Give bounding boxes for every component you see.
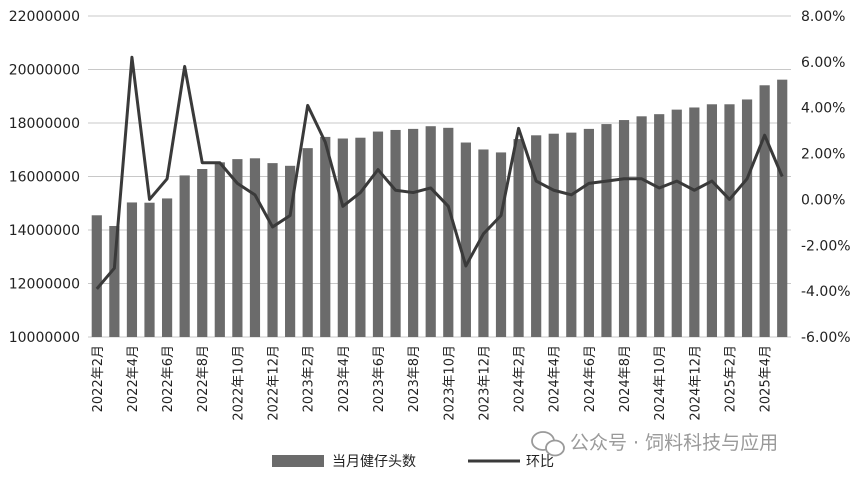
y-right-tick-label: 8.00% — [801, 9, 845, 25]
bar — [390, 129, 401, 337]
bar — [671, 109, 682, 337]
y-right-tick-label: -2.00% — [801, 238, 851, 254]
x-tick-label: 2023年2月 — [302, 345, 317, 412]
bar — [460, 142, 471, 337]
y-left-tick-label: 16000000 — [9, 170, 80, 186]
wechat-icon — [531, 431, 565, 457]
x-tick-label: 2024年4月 — [548, 345, 563, 412]
bar — [566, 132, 577, 337]
watermark-text: 公众号 · 饲料科技与应用 — [570, 432, 778, 454]
y-left-tick-label: 20000000 — [9, 63, 80, 79]
x-tick-label: 2022年12月 — [267, 345, 282, 421]
y-axis-left: 10000000 12000000 14000000 16000000 18000000… — [9, 9, 80, 346]
legend-swatch-bar — [272, 455, 324, 467]
x-tick-label: 2022年6月 — [161, 345, 176, 412]
x-tick-label: 2022年4月 — [126, 345, 141, 412]
bar — [109, 225, 120, 337]
bar — [355, 137, 366, 337]
bar — [531, 135, 542, 337]
bar — [302, 148, 313, 337]
legend-label-line: 环比 — [526, 454, 554, 470]
y-right-tick-label: -6.00% — [801, 330, 851, 346]
y-right-tick-label: 4.00% — [801, 101, 845, 117]
y-axis-right: -6.00% -4.00% -2.00% 0.00% 2.00% 4.00% 6.00% 8.… — [801, 9, 851, 346]
x-tick-label: 2022年10月 — [231, 345, 246, 421]
bar — [320, 136, 331, 337]
x-tick-label: 2024年2月 — [513, 345, 528, 412]
x-tick-label: 2024年6月 — [583, 345, 598, 412]
bar — [478, 149, 489, 337]
bar — [161, 198, 173, 337]
bar — [232, 159, 243, 337]
bar — [443, 127, 454, 337]
bar — [636, 116, 647, 337]
bar — [654, 114, 665, 337]
x-axis: 2022年2月 2022年4月 2022年6月 2022年8月 2022年10月 2022… — [91, 345, 774, 421]
bar — [179, 175, 190, 337]
gridlines — [88, 15, 791, 338]
bar — [267, 163, 278, 337]
bar — [759, 85, 770, 337]
bar — [741, 99, 753, 338]
bar — [706, 104, 718, 338]
x-tick-label: 2025年2月 — [723, 345, 738, 412]
bar — [689, 107, 700, 337]
bar — [513, 139, 524, 337]
bar — [126, 202, 138, 337]
bar — [197, 169, 208, 337]
x-tick-label: 2024年8月 — [618, 345, 633, 412]
bar — [601, 124, 612, 337]
x-tick-label: 2025年4月 — [759, 345, 774, 412]
legend-label-bar: 当月健仔头数 — [332, 454, 416, 470]
y-right-tick-label: 6.00% — [801, 55, 845, 71]
y-right-tick-label: 0.00% — [801, 192, 845, 208]
x-tick-label: 2024年10月 — [653, 345, 668, 421]
bar — [583, 128, 594, 337]
bar — [495, 152, 507, 337]
legend: 当月健仔头数 环比 — [272, 454, 554, 470]
watermark: 公众号 · 饲料科技与应用 — [531, 431, 778, 457]
y-left-tick-label: 12000000 — [9, 277, 80, 293]
x-tick-label: 2024年12月 — [688, 345, 703, 421]
bar — [372, 131, 384, 337]
y-left-tick-label: 10000000 — [9, 330, 80, 346]
x-tick-label: 2023年6月 — [372, 345, 387, 412]
y-left-tick-label: 14000000 — [9, 223, 80, 239]
bar — [285, 165, 296, 337]
x-tick-label: 2023年10月 — [442, 345, 457, 421]
bar-series — [91, 79, 788, 338]
bar — [724, 104, 735, 338]
bar — [777, 79, 788, 337]
bar — [425, 126, 436, 338]
y-right-tick-label: 2.00% — [801, 147, 845, 163]
x-tick-label: 2022年8月 — [196, 345, 211, 412]
y-right-tick-label: -4.00% — [801, 284, 851, 300]
y-left-tick-label: 22000000 — [9, 9, 80, 25]
line-series-huanbi — [95, 55, 784, 290]
x-tick-label: 2023年8月 — [407, 345, 422, 412]
y-left-tick-label: 18000000 — [9, 116, 80, 132]
bar — [91, 215, 102, 337]
bar — [548, 133, 559, 337]
bar — [337, 138, 348, 337]
x-tick-label: 2022年2月 — [91, 345, 106, 412]
bar — [249, 158, 261, 337]
bar — [144, 202, 155, 337]
bar — [618, 120, 630, 338]
bar — [408, 128, 419, 337]
x-tick-label: 2023年12月 — [477, 345, 492, 421]
x-tick-label: 2023年4月 — [337, 345, 352, 412]
bar — [214, 162, 225, 337]
